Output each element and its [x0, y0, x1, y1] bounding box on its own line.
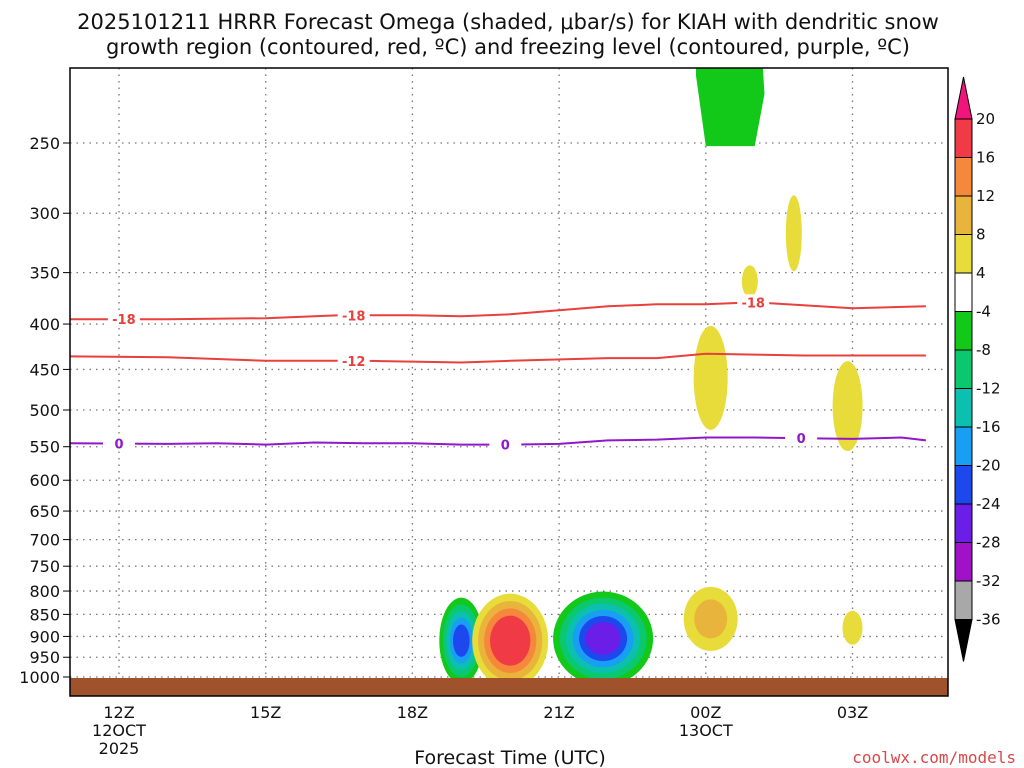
y-tick-label-600: 600: [29, 471, 60, 490]
colorbar-segment-8: [954, 426, 973, 466]
colorbar-label--28: -28: [976, 534, 1001, 552]
omega-updraft-2200--24: [585, 622, 621, 655]
colorbar-segment-4: [954, 272, 973, 312]
isotherm-line--12: [70, 352, 926, 364]
omega-downdraft-0330-4: [842, 610, 863, 645]
y-tick-label-800: 800: [29, 582, 60, 601]
y-tick-label-950: 950: [29, 648, 60, 667]
colorbar-segment-9: [954, 465, 973, 505]
x-tick-label-00Z: 00Z: [690, 703, 721, 722]
y-tick-label-750: 750: [29, 557, 60, 576]
colorbar-segment-3: [954, 234, 973, 274]
x-axis-label: Forecast Time (UTC): [414, 747, 605, 768]
y-tick-label-1000: 1000: [19, 668, 60, 687]
x-tick-label-18Z: 18Z: [397, 703, 428, 722]
colorbar-label--12: -12: [976, 380, 1001, 398]
colorbar-segment-12: [954, 580, 973, 620]
y-tick-label-550: 550: [29, 438, 60, 457]
colorbar-top-arrow: [954, 76, 973, 120]
x-tick-year-12Z: 2025: [99, 739, 140, 758]
colorbar-label--16: -16: [976, 418, 1001, 436]
chart-title-line-1: 2025101211 HRRR Forecast Omega (shaded, …: [77, 10, 939, 34]
y-tick-label-900: 900: [29, 627, 60, 646]
colorbar-label-12: 12: [976, 187, 995, 205]
colorbar-label--24: -24: [976, 495, 1001, 513]
colorbar-segment-10: [954, 503, 973, 543]
x-tick-date-12Z: 12OCT: [92, 721, 146, 740]
isotherm-label--12-0: -12: [342, 355, 366, 370]
omega-midlevel-0300-4: [832, 361, 863, 452]
y-tick-label-250: 250: [29, 134, 60, 153]
y-tick-label-350: 350: [29, 264, 60, 283]
plot-frame: [69, 67, 949, 697]
isotherm-label-bg-0-0: [103, 435, 135, 452]
isotherm-label--18-1: -18: [342, 309, 366, 324]
x-tick-label-03Z: 03Z: [837, 703, 868, 722]
colorbar-label-4: 4: [976, 264, 986, 282]
y-tick-label-650: 650: [29, 502, 60, 521]
temperature-contours: -18 -18 -18 -12 0 0 0: [70, 294, 927, 454]
omega-shading: [439, 68, 863, 688]
omega-upper-right-4: [785, 195, 802, 272]
isotherm-label-0-0: 0: [114, 438, 123, 453]
isotherm-label--18-2: -18: [741, 296, 765, 311]
colorbar-label--32: -32: [976, 572, 1001, 590]
colorbar-segment-0: [954, 118, 973, 158]
colorbar-label--20: -20: [976, 457, 1001, 475]
isotherm-label-bg--18-0: [107, 311, 140, 328]
credit-link[interactable]: coolwx.com/models: [852, 748, 1016, 767]
y-tick-label-500: 500: [29, 401, 60, 420]
y-tick-label-400: 400: [29, 315, 60, 334]
x-tick-label-12Z: 12Z: [103, 703, 134, 722]
isotherm-label-bg-0-1: [489, 436, 522, 453]
x-tick-label-15Z: 15Z: [250, 703, 281, 722]
isotherm-label-bg--18-2: [737, 294, 770, 311]
y-tick-label-450: 450: [29, 360, 60, 379]
isotherm-label--18-0: -18: [112, 313, 136, 328]
x-tick-label-21Z: 21Z: [543, 703, 574, 722]
colorbar-label--4: -4: [976, 303, 991, 321]
x-tick-date-00Z: 13OCT: [679, 721, 733, 740]
isotherm-label-0-2: 0: [797, 432, 806, 447]
omega-near-400-4: [741, 265, 758, 298]
isotherm-label-0-1: 0: [501, 439, 510, 454]
colorbar-label--8: -8: [976, 341, 991, 359]
omega-downdraft-2000-20: [495, 622, 525, 659]
colorbar-label-8: 8: [976, 226, 986, 244]
isotherm-line--18: [70, 301, 926, 321]
colorbar-segment-7: [954, 388, 973, 428]
colorbar-segment-11: [954, 542, 973, 582]
colorbar: 20 16 12 8 4 -4 -8 -12 -16 -20 -24 -28 -32 -36: [954, 76, 1001, 662]
colorbar-segment-5: [954, 311, 973, 351]
omega-upper-negative--4: [696, 68, 765, 147]
colorbar-label-16: 16: [976, 149, 995, 167]
colorbar-label--36: -36: [976, 611, 1001, 629]
gridlines: [70, 68, 948, 696]
isotherm-label-bg--18-1: [337, 307, 370, 324]
colorbar-label-20: 20: [976, 110, 995, 128]
isotherm-label-bg--12-0: [337, 352, 370, 369]
colorbar-segment-6: [954, 349, 973, 389]
omega-updraft-1900--20: [453, 624, 470, 657]
ground-terrain: [70, 678, 948, 696]
chart-title-line-2: growth region (contoured, red, ºC) and f…: [106, 35, 910, 59]
colorbar-segment-1: [954, 157, 973, 197]
y-tick-label-700: 700: [29, 531, 60, 550]
omega-midlevel-0000-4: [693, 325, 728, 430]
colorbar-segment-2: [954, 195, 973, 235]
y-axis: 250 300 350 400 450 500 550 600 650 700 750 800 850 9…: [19, 134, 70, 687]
y-tick-label-300: 300: [29, 204, 60, 223]
omega-downdraft-0015-8: [694, 599, 728, 639]
colorbar-bottom-arrow: [954, 619, 973, 662]
isotherm-label-bg-0-2: [785, 430, 818, 447]
y-tick-label-850: 850: [29, 605, 60, 624]
